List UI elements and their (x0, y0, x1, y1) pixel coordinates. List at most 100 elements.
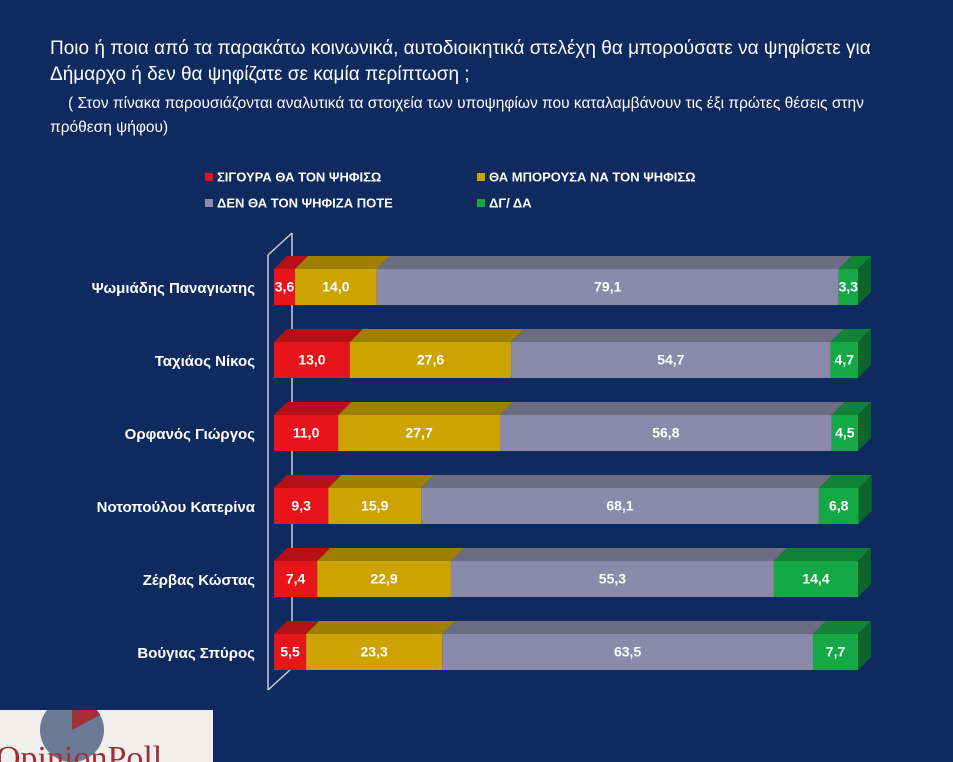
bar (295, 269, 377, 305)
logo: OpinionPoll (0, 710, 213, 762)
value-label: 5,5 (280, 644, 300, 660)
value-label: 3,6 (275, 279, 295, 295)
legend-label: ΘΑ ΜΠΟΡΟΥΣΑ ΝΑ ΤΟΝ ΨΗΦΙΣΩ (489, 169, 696, 184)
bar-top (376, 256, 852, 269)
bar-top (500, 402, 845, 415)
legend-label: ΣΙΓΟΥΡΑ ΘΑ ΤΟΝ ΨΗΦΙΣΩ (217, 169, 381, 184)
y-tick-label: Ζέρβας Κώστας (143, 572, 255, 589)
value-label: 13,0 (298, 352, 325, 368)
bar (274, 415, 339, 451)
bar (317, 561, 451, 597)
value-label: 14,0 (322, 279, 349, 295)
bar-top (831, 402, 871, 415)
bar-side (858, 256, 871, 305)
bar (274, 269, 296, 305)
value-label: 27,7 (405, 425, 432, 441)
bar (421, 488, 819, 524)
logo-graphic (40, 710, 104, 762)
bar-top (773, 548, 871, 561)
axis-line (267, 667, 293, 691)
bar-side (858, 329, 871, 378)
bar (349, 342, 512, 378)
bar-top (813, 621, 871, 634)
bar (274, 561, 318, 597)
y-tick-label: Ορφανός Γιώργος (125, 426, 256, 443)
value-label: 14,4 (802, 571, 829, 587)
value-label: 56,8 (652, 425, 679, 441)
bar (338, 415, 501, 451)
bar (831, 415, 858, 451)
axis-line (267, 232, 293, 256)
bar (838, 269, 858, 305)
bar-side (858, 475, 872, 524)
bar (442, 634, 814, 670)
bar (511, 342, 831, 378)
bar-top (274, 548, 331, 561)
y-tick-label: Ψωμιάδης Παναγιωτης (92, 280, 256, 297)
bar-top (274, 402, 352, 415)
legend-swatch (205, 173, 213, 181)
bar-side (858, 402, 871, 451)
bar (306, 634, 443, 670)
bar-top (274, 475, 342, 488)
bar (274, 488, 329, 524)
value-label: 27,6 (417, 352, 444, 368)
value-label: 7,7 (826, 644, 846, 660)
bar (274, 634, 307, 670)
value-label: 15,9 (361, 498, 388, 514)
legend-label: ΔΓ/ ΔΑ (489, 195, 532, 210)
bar-top (818, 475, 872, 488)
y-tick-label: Ταχιάος Νίκος (155, 353, 255, 370)
value-label: 23,3 (361, 644, 388, 660)
value-label: 7,4 (286, 571, 306, 587)
logo-circle (40, 710, 104, 762)
bar-top (295, 256, 390, 269)
bar-top (274, 256, 309, 269)
legend-swatch (477, 199, 485, 207)
bar-top (349, 329, 525, 342)
logo-text: OpinionPoll (0, 740, 163, 762)
value-label: 79,1 (594, 279, 621, 295)
value-label: 22,9 (370, 571, 397, 587)
bar (813, 634, 858, 670)
bar-top (338, 402, 514, 415)
bar (773, 561, 858, 597)
chart-title: Ποιο ή ποια από τα παρακάτω κοινωνικά, α… (50, 38, 871, 85)
bar-top (274, 621, 320, 634)
value-label: 3,3 (839, 279, 859, 295)
bar (500, 415, 832, 451)
chart-subtitle: ( Στον πίνακα παρουσιάζονται αναλυτικά τ… (50, 95, 864, 136)
bar (450, 561, 774, 597)
bar-top (830, 329, 871, 342)
bar-side (858, 621, 871, 670)
legend-swatch (477, 173, 485, 181)
bar (818, 488, 859, 524)
legend-label: ΔΕΝ ΘΑ ΤΟΝ ΨΗΦΙΖΑ ΠΟΤΕ (217, 195, 393, 210)
bar (376, 269, 839, 305)
bar-top (306, 621, 456, 634)
value-label: 4,7 (835, 352, 855, 368)
legend-swatch (205, 199, 213, 207)
logo-slice (72, 710, 100, 730)
value-label: 63,5 (614, 644, 641, 660)
bar-top (274, 329, 363, 342)
value-label: 11,0 (293, 425, 320, 441)
y-tick-label: Νοτοπούλου Κατερίνα (97, 499, 256, 516)
value-label: 9,3 (291, 498, 311, 514)
bar (328, 488, 422, 524)
bar-top (421, 475, 832, 488)
bar-top (450, 548, 787, 561)
y-tick-label: Βούγιας Σπύρος (137, 645, 255, 662)
bar-top (317, 548, 464, 561)
bar-top (511, 329, 844, 342)
value-label: 68,1 (606, 498, 633, 514)
bar (830, 342, 858, 378)
value-label: 6,8 (829, 498, 849, 514)
bar (274, 342, 350, 378)
bar-top (328, 475, 435, 488)
bar-top (838, 256, 871, 269)
value-label: 4,5 (835, 425, 855, 441)
value-label: 54,7 (657, 352, 684, 368)
